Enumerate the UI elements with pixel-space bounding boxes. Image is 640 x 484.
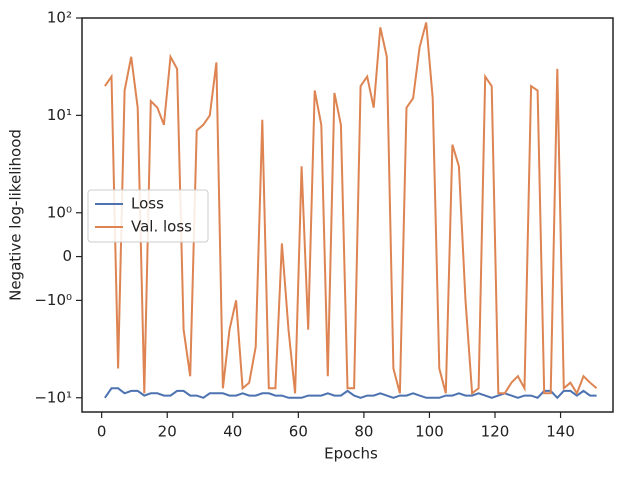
line-series — [104, 387, 597, 400]
y-axis-label: Negative log-likelihood — [7, 129, 25, 301]
x-tick-label: 60 — [289, 423, 308, 441]
x-tick-label: 100 — [415, 423, 444, 441]
x-tick-label: 0 — [97, 423, 107, 441]
y-tick-label: 10² — [47, 9, 72, 27]
x-tick-label: 20 — [158, 423, 177, 441]
y-tick-label: 0 — [62, 247, 72, 265]
y-tick-label: −10⁰ — [34, 291, 72, 309]
x-tick-label: 120 — [481, 423, 510, 441]
legend-label: Val. loss — [131, 218, 192, 236]
x-tick-label: 140 — [546, 423, 575, 441]
line-series — [104, 22, 598, 396]
y-tick-label: −10¹ — [34, 388, 72, 406]
x-tick-label: 40 — [223, 423, 242, 441]
legend: Loss Val. loss — [87, 189, 209, 243]
y-tick-label: 10¹ — [47, 106, 72, 124]
x-tick-label: 80 — [354, 423, 373, 441]
y-tick-label: 10⁰ — [47, 203, 72, 221]
plot-frame — [81, 17, 614, 413]
x-axis-label: Epochs — [324, 445, 378, 463]
legend-label: Loss — [131, 195, 164, 213]
